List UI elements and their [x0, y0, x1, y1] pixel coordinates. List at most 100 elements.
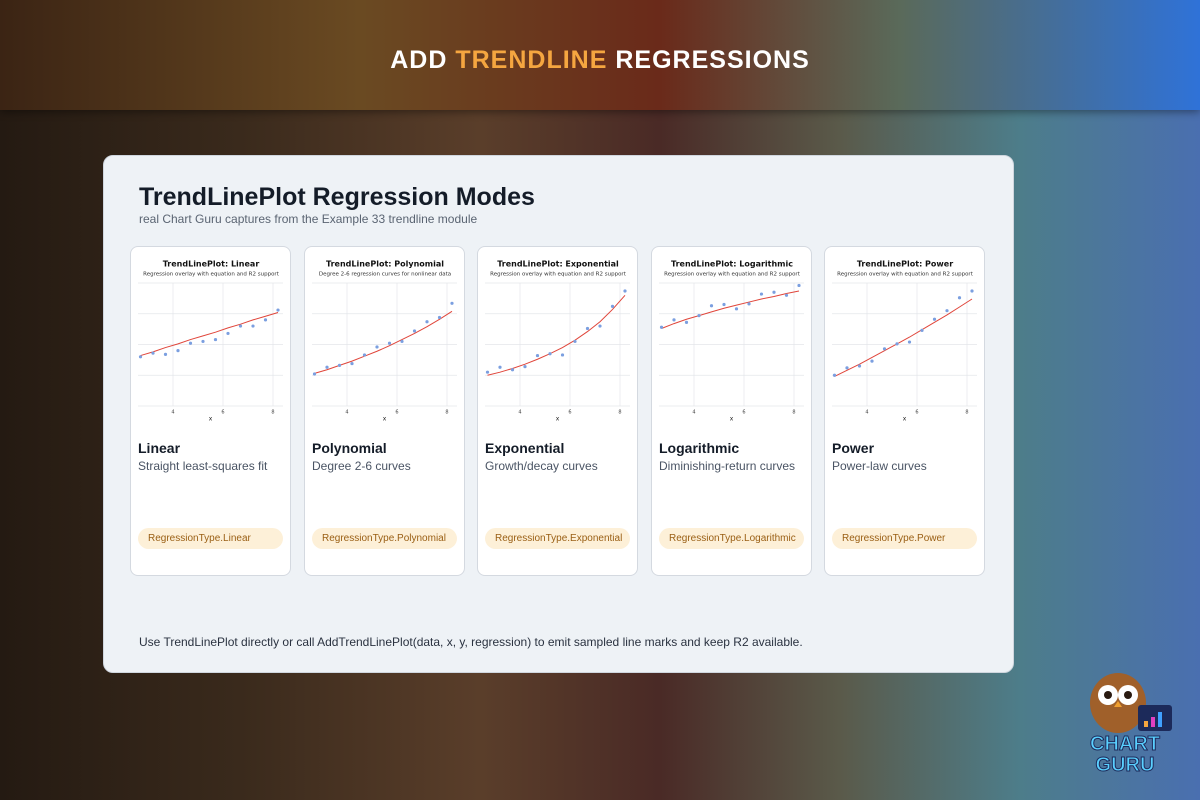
thumb-title: TrendLinePlot: Linear — [163, 260, 260, 269]
x-tick-label: 6 — [568, 410, 571, 416]
data-point — [857, 364, 862, 368]
thumb-subtitle: Degree 2-6 regression curves for nonline… — [319, 272, 451, 278]
trend-line — [140, 312, 279, 357]
thumb-title: TrendLinePlot: Power — [857, 260, 953, 269]
data-point — [400, 339, 404, 344]
thumb-title: TrendLinePlot: Exponential — [497, 260, 619, 269]
header-word: ADD — [390, 46, 448, 74]
data-point — [970, 289, 974, 293]
data-point — [276, 308, 280, 312]
board-bar — [1144, 721, 1148, 727]
thumb-title: TrendLinePlot: Logarithmic — [671, 260, 793, 269]
thumb-subtitle: Regression overlay with equation and R2 … — [837, 272, 974, 278]
data-point — [523, 365, 527, 369]
card-name: Linear — [138, 440, 181, 456]
data-point — [957, 296, 962, 300]
trend-line — [834, 298, 973, 377]
data-point — [932, 317, 937, 321]
card-tag: RegressionType.Exponential — [485, 528, 630, 549]
data-point — [573, 339, 577, 344]
data-point — [659, 325, 664, 329]
panel-subtitle: real Chart Guru captures from the Exampl… — [139, 212, 478, 226]
data-point — [759, 292, 764, 296]
thumbnail: TrendLinePlot: Logarithmic Regression ove… — [659, 260, 804, 423]
board-bar — [1151, 717, 1155, 727]
card-name: Polynomial — [312, 440, 387, 456]
x-tick-label: 6 — [395, 410, 398, 416]
data-point — [350, 361, 354, 366]
card: TrendLinePlot: Linear Regression overlay … — [130, 246, 291, 576]
x-tick-label: 8 — [618, 410, 621, 416]
data-point — [722, 302, 726, 307]
thumb-subtitle: Regression overlay with equation and R2 … — [143, 272, 280, 278]
data-point — [412, 329, 417, 333]
x-tick-label: 8 — [271, 410, 274, 416]
panel-title: TrendLinePlot Regression Modes — [139, 183, 535, 211]
thumbnail: TrendLinePlot: Power Regression overlay w… — [832, 260, 977, 423]
owl-beak — [1114, 701, 1122, 707]
x-tick-label: 4 — [865, 410, 868, 416]
data-point — [201, 339, 205, 344]
data-point — [485, 370, 490, 374]
card-description: Diminishing-return curves — [659, 459, 796, 473]
data-point — [895, 342, 899, 346]
data-point — [226, 331, 230, 336]
data-point — [623, 289, 627, 293]
data-point — [138, 355, 143, 359]
data-point — [437, 315, 442, 320]
data-point — [425, 320, 429, 324]
data-point — [510, 368, 515, 372]
data-point — [772, 290, 776, 294]
trend-line — [487, 294, 626, 376]
x-tick-label: 6 — [221, 410, 224, 416]
card-description: Growth/decay curves — [485, 459, 598, 473]
data-point — [188, 341, 193, 345]
x-tick-label: 4 — [518, 410, 521, 416]
x-axis-label: x — [556, 416, 560, 423]
data-point — [832, 373, 837, 377]
x-tick-label: 8 — [792, 410, 795, 416]
x-tick-label: 4 — [345, 410, 348, 416]
data-point — [375, 345, 379, 349]
thumbnail: TrendLinePlot: Exponential Regression ove… — [485, 260, 630, 423]
board-bar — [1158, 712, 1162, 727]
owl-pupil — [1124, 691, 1132, 699]
data-point — [734, 307, 739, 311]
thumbnail: TrendLinePlot: Linear Regression overlay … — [138, 260, 283, 423]
data-point — [176, 349, 180, 353]
card-tag: RegressionType.Linear — [138, 528, 283, 549]
data-point — [263, 318, 268, 322]
data-point — [312, 372, 317, 376]
logo: CHART GURU — [1090, 673, 1172, 777]
x-axis-label: x — [730, 416, 734, 423]
trend-line — [314, 310, 453, 374]
card: TrendLinePlot: Logarithmic Regression ove… — [651, 246, 812, 576]
data-point — [251, 324, 255, 328]
data-point — [325, 365, 329, 369]
data-point — [151, 351, 155, 355]
data-point — [450, 301, 454, 305]
card-name: Logarithmic — [659, 440, 740, 456]
data-point — [945, 309, 949, 313]
data-point — [585, 326, 590, 331]
data-point — [845, 366, 849, 370]
data-point — [560, 353, 565, 357]
data-point — [337, 363, 342, 368]
x-axis-label: x — [903, 416, 907, 423]
data-point — [548, 352, 552, 356]
card: TrendLinePlot: Polynomial Degree 2-6 regr… — [304, 246, 465, 576]
data-point — [684, 320, 689, 324]
data-point — [882, 347, 887, 351]
card-description: Power-law curves — [832, 459, 927, 473]
data-point — [907, 340, 912, 344]
data-point — [535, 353, 540, 358]
thumbnail: TrendLinePlot: Polynomial Degree 2-6 regr… — [312, 260, 457, 423]
x-tick-label: 4 — [171, 410, 174, 416]
card-description: Straight least-squares fit — [138, 459, 268, 473]
card: TrendLinePlot: Exponential Regression ove… — [477, 246, 638, 576]
data-point — [697, 313, 701, 318]
data-point — [672, 318, 676, 322]
logo-text: GURU — [1096, 754, 1155, 776]
data-point — [797, 283, 801, 288]
